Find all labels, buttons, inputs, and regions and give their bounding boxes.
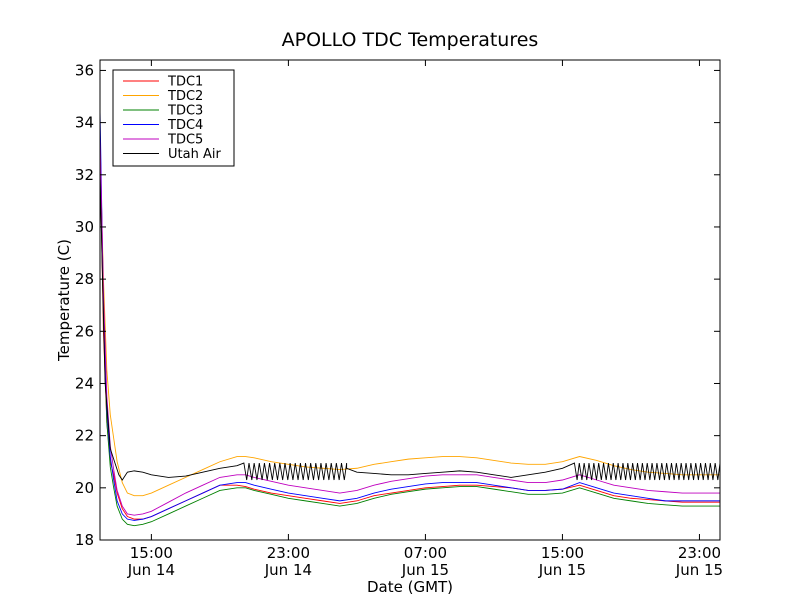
series-line-tdc1 xyxy=(100,148,720,520)
y-tick-label: 30 xyxy=(75,218,94,236)
legend-label: Utah Air xyxy=(168,147,221,162)
x-tick-label-time: 23:00 xyxy=(267,544,310,562)
legend-label: TDC1 xyxy=(167,75,203,90)
y-tick-label: 36 xyxy=(75,61,94,79)
y-tick-label: 34 xyxy=(75,114,94,132)
x-tick-label-time: 07:00 xyxy=(404,544,447,562)
y-tick-label: 20 xyxy=(75,479,94,497)
series-line-tdc4 xyxy=(100,109,720,521)
y-axis-label: Temperature (C) xyxy=(55,239,73,362)
y-tick-label: 28 xyxy=(75,270,94,288)
x-tick-label-time: 23:00 xyxy=(678,544,721,562)
y-tick-label: 24 xyxy=(75,374,94,392)
series-line-utah-air xyxy=(100,174,720,481)
legend-label: TDC3 xyxy=(167,104,203,119)
x-axis-label: Date (GMT) xyxy=(367,578,453,596)
x-tick-label-date: Jun 15 xyxy=(401,561,449,579)
y-tick-label: 26 xyxy=(75,322,94,340)
series-line-tdc5 xyxy=(100,135,720,516)
x-tick-label-time: 15:00 xyxy=(541,544,584,562)
x-tick-label-date: Jun 15 xyxy=(538,561,586,579)
y-tick-label: 32 xyxy=(75,166,94,184)
x-tick-label-date: Jun 15 xyxy=(675,561,723,579)
chart-title: APOLLO TDC Temperatures xyxy=(282,29,539,51)
legend-box xyxy=(112,69,235,167)
series-line-tdc2 xyxy=(100,148,720,497)
x-tick-label-date: Jun 14 xyxy=(127,561,175,579)
x-tick-label-date: Jun 14 xyxy=(264,561,312,579)
x-tick-label-time: 15:00 xyxy=(130,544,173,562)
y-axis: 18 20 22 24 26 28 30 32 34 36 xyxy=(75,61,720,549)
y-tick-label: 18 xyxy=(75,531,94,549)
series-layer xyxy=(100,109,720,527)
legend-label: TDC2 xyxy=(167,89,203,104)
series-line-tdc3 xyxy=(100,148,720,527)
plot-frame xyxy=(99,59,721,541)
legend-label: TDC4 xyxy=(167,118,203,133)
y-tick-label: 22 xyxy=(75,427,94,445)
legend-label: TDC5 xyxy=(167,133,203,148)
